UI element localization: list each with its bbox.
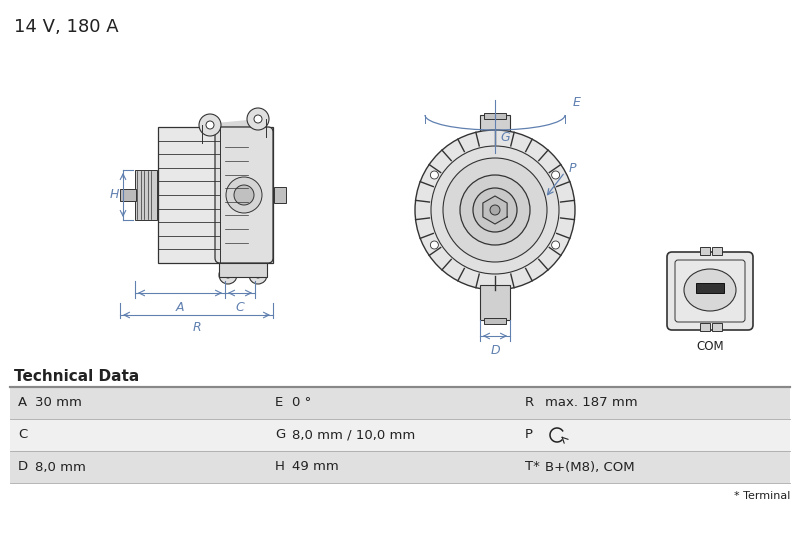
Text: P: P	[525, 429, 533, 441]
Text: C: C	[18, 429, 27, 441]
Bar	[480, 285, 510, 320]
Bar	[484, 318, 506, 324]
Text: D: D	[490, 344, 500, 357]
Polygon shape	[202, 119, 266, 143]
Circle shape	[247, 108, 269, 130]
Circle shape	[199, 114, 221, 136]
Text: D: D	[18, 461, 28, 473]
Text: T*: T*	[525, 461, 540, 473]
Circle shape	[443, 158, 547, 262]
Text: 14 V, 180 A: 14 V, 180 A	[14, 18, 118, 36]
Text: C: C	[236, 301, 244, 314]
Circle shape	[249, 266, 267, 284]
Circle shape	[552, 171, 560, 179]
Text: A: A	[18, 397, 27, 409]
Text: COM: COM	[696, 340, 724, 353]
Text: 30 mm: 30 mm	[35, 397, 82, 409]
Text: H: H	[110, 189, 119, 201]
Text: E: E	[275, 397, 283, 409]
Bar	[700, 323, 710, 331]
Circle shape	[552, 241, 560, 249]
Text: R: R	[525, 397, 534, 409]
Text: R: R	[192, 321, 201, 334]
Text: B+(M8), COM: B+(M8), COM	[545, 461, 634, 473]
Circle shape	[460, 175, 530, 245]
Circle shape	[430, 171, 438, 179]
Bar	[484, 113, 506, 119]
Text: max. 187 mm: max. 187 mm	[545, 397, 638, 409]
Circle shape	[431, 146, 559, 274]
Circle shape	[226, 177, 262, 213]
Bar	[10, 451, 790, 483]
Bar	[135, 170, 157, 220]
Text: 8,0 mm / 10,0 mm: 8,0 mm / 10,0 mm	[292, 429, 415, 441]
Circle shape	[415, 130, 575, 290]
Circle shape	[430, 241, 438, 249]
Text: 49 mm: 49 mm	[292, 461, 338, 473]
Bar	[712, 247, 722, 255]
FancyBboxPatch shape	[667, 252, 753, 330]
Polygon shape	[483, 196, 507, 224]
Text: Technical Data: Technical Data	[14, 369, 139, 384]
Circle shape	[473, 188, 517, 232]
Bar	[10, 387, 790, 419]
Bar	[274, 187, 286, 203]
Text: H: H	[275, 461, 285, 473]
Bar	[120, 189, 136, 201]
Text: G: G	[500, 131, 510, 144]
Circle shape	[225, 272, 231, 278]
Circle shape	[234, 185, 254, 205]
Text: A: A	[176, 301, 184, 314]
Circle shape	[206, 121, 214, 129]
Bar	[700, 247, 710, 255]
Bar	[219, 263, 267, 277]
Circle shape	[255, 272, 261, 278]
Bar	[712, 323, 722, 331]
Ellipse shape	[684, 269, 736, 311]
Bar	[696, 283, 724, 293]
Text: 8,0 mm: 8,0 mm	[35, 461, 86, 473]
Circle shape	[219, 266, 237, 284]
Circle shape	[254, 115, 262, 123]
FancyBboxPatch shape	[215, 127, 273, 263]
Text: E: E	[573, 96, 581, 109]
Bar	[10, 419, 790, 451]
Circle shape	[490, 205, 500, 215]
Text: * Terminal: * Terminal	[734, 491, 790, 501]
Bar	[480, 115, 510, 155]
Bar	[158, 127, 273, 263]
Text: G: G	[275, 429, 286, 441]
Text: 0 °: 0 °	[292, 397, 311, 409]
Text: P: P	[569, 161, 577, 174]
